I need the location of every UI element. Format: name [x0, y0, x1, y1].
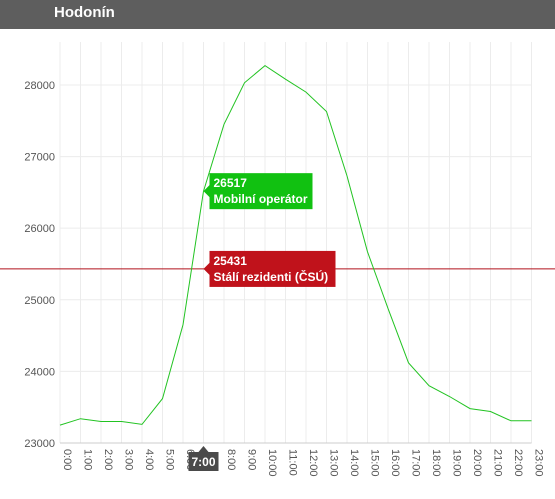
y-tick-label: 25000	[24, 295, 55, 307]
header-bar: Hodonín	[0, 0, 555, 29]
tooltip-mobile-box	[209, 173, 313, 210]
x-tick-label: 14:00	[348, 449, 360, 477]
x-tick-label: 19:00	[451, 449, 463, 477]
x-tick-label: 1:00	[82, 449, 94, 470]
x-tick-label: 18:00	[430, 449, 442, 477]
x-tick-label: 9:00	[246, 449, 258, 470]
tooltip-residents-box	[209, 250, 336, 287]
x-tick-label: 5:00	[164, 449, 176, 470]
x-tick-label: 10:00	[266, 449, 278, 477]
y-tick-label: 27000	[24, 152, 55, 164]
tooltip-residents-pointer	[203, 262, 210, 275]
x-tick-label: 4:00	[143, 449, 155, 470]
x-tick-label: 17:00	[410, 449, 422, 477]
x-tick-label: 20:00	[471, 449, 483, 477]
series-line-mobile	[59, 64, 532, 426]
cursor-x-text: 7:00	[191, 455, 215, 469]
y-tick-label: 26000	[24, 223, 55, 235]
grid	[59, 42, 532, 444]
cursor-x-box	[188, 452, 219, 471]
y-tick-label: 24000	[24, 366, 55, 378]
x-tick-label: 23:00	[533, 449, 545, 477]
x-tick-label: 0:00	[61, 449, 73, 470]
x-tick-label: 8:00	[225, 449, 237, 470]
tooltip-mobile-series-name: Mobilní operátor	[214, 192, 308, 206]
axes: 23000 24000 25000 26000 27000 28000 0:00 1:00 2:…	[24, 80, 544, 477]
x-tick-label: 21:00	[492, 449, 504, 477]
tooltip-residents-series-name: Stálí rezidenti (ČSÚ)	[214, 269, 329, 284]
tooltip-mobile: 26517 Mobilní operátor	[203, 173, 313, 210]
population-line-chart[interactable]: 23000 24000 25000 26000 27000 28000 0:00 1:00 2:…	[0, 29, 555, 499]
tooltip-mobile-pointer	[203, 185, 210, 198]
tooltip-residents-value: 25431	[214, 254, 248, 268]
y-tick-label: 23000	[24, 438, 55, 450]
page-title: Hodonín	[54, 4, 115, 21]
x-tick-label: 13:00	[328, 449, 340, 477]
y-tick-label: 28000	[24, 80, 55, 92]
tooltip-mobile-value: 26517	[214, 176, 248, 190]
x-tick-label: 12:00	[307, 449, 319, 477]
x-tick-label: 11:00	[287, 449, 299, 476]
x-tick-label: 2:00	[102, 449, 114, 470]
cursor-x-pointer	[198, 446, 209, 452]
x-tick-label: 16:00	[389, 449, 401, 477]
x-tick-label: 22:00	[512, 449, 524, 477]
cursor-x-label: 7:00	[188, 446, 219, 471]
x-tick-label: 3:00	[123, 449, 135, 470]
x-tick-label: 15:00	[369, 449, 381, 477]
